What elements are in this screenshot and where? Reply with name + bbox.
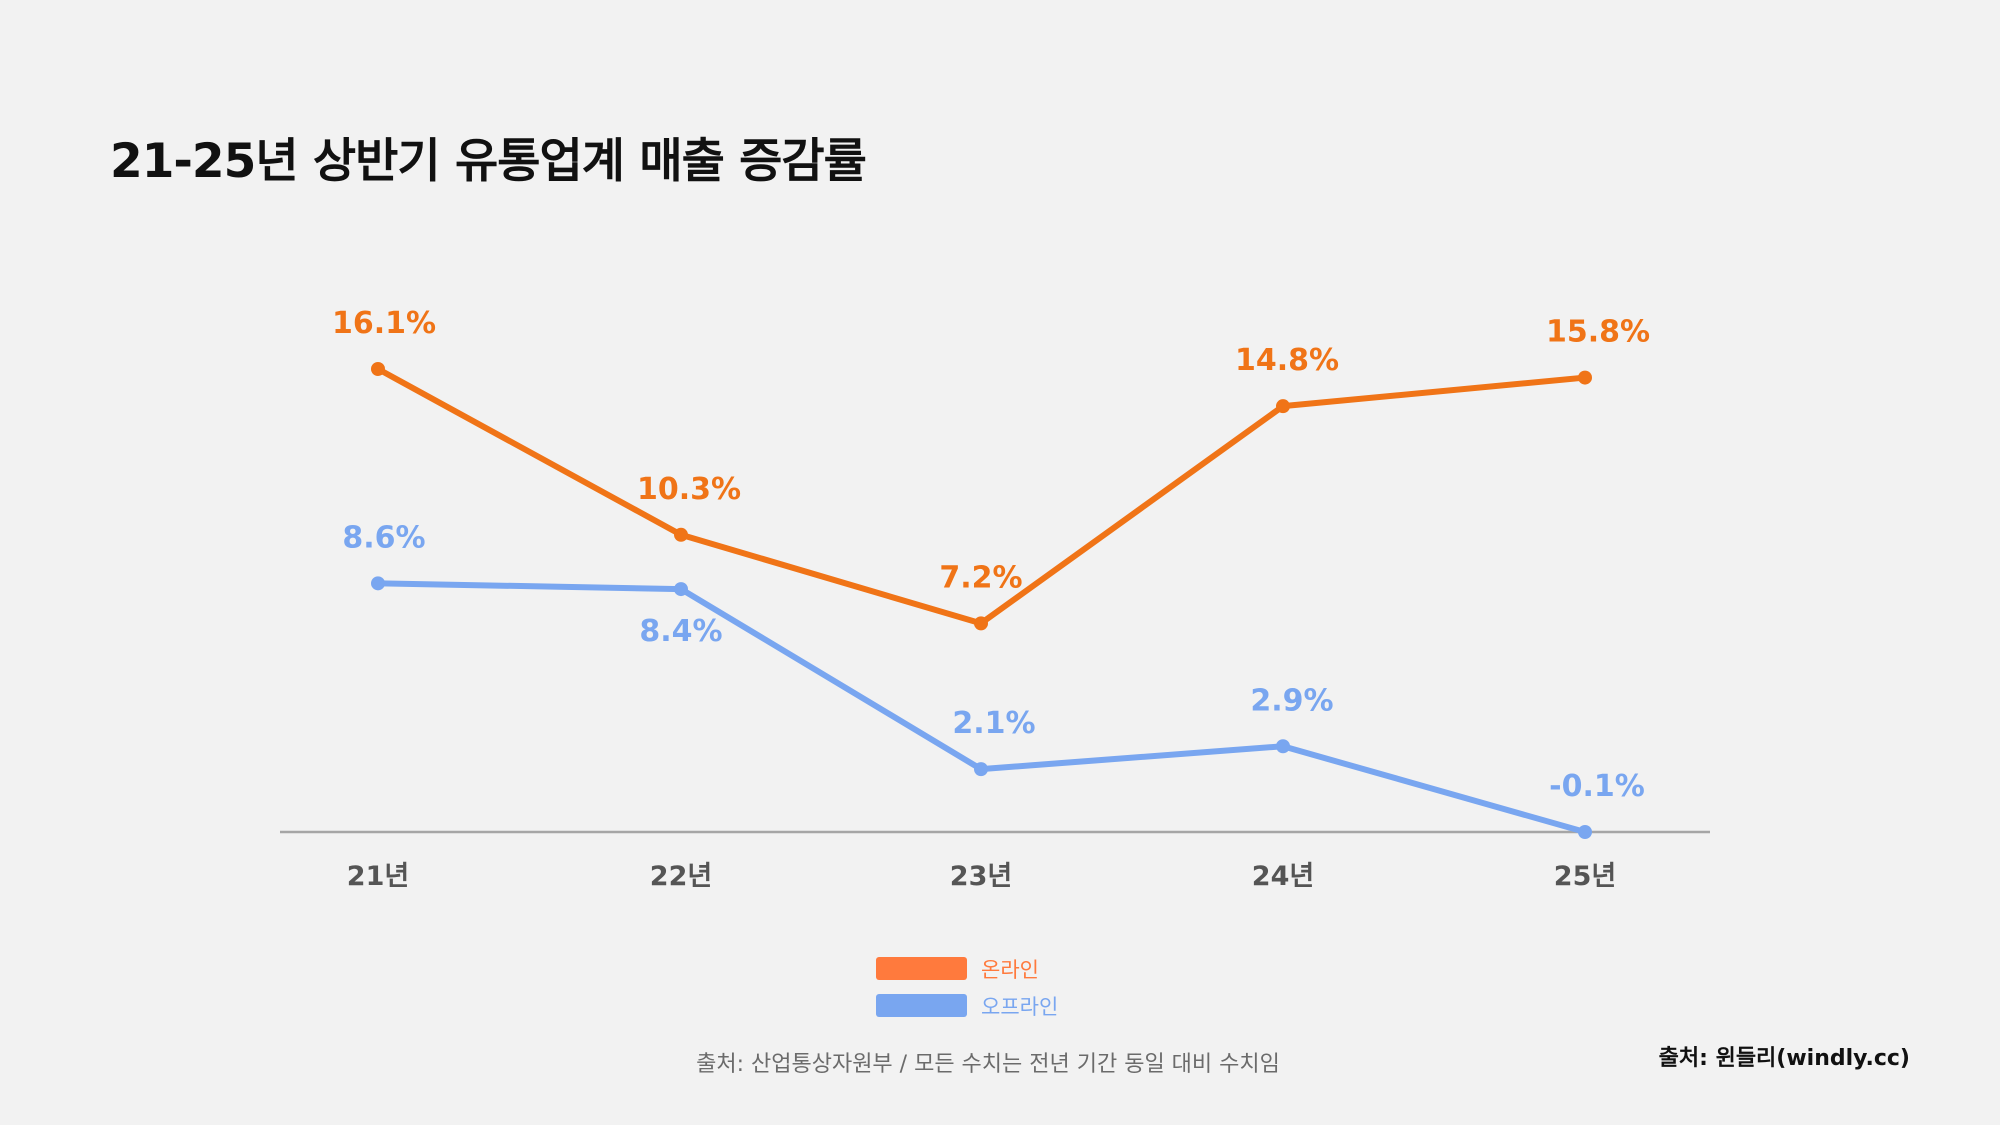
data-label-online: 15.8% [1546,315,1650,350]
data-label-offline: 8.4% [639,614,722,649]
data-label-online: 16.1% [332,306,436,341]
legend-item-online: 온라인 [876,950,1058,987]
source-note: 출처: 산업통상자원부 / 모든 수치는 전년 기간 동일 대비 수치임 [696,1052,1280,1077]
legend-swatch-online [876,957,967,980]
legend: 온라인 오프라인 [876,950,1058,1024]
data-label-offline: -0.1% [1549,769,1645,804]
legend-label-offline: 오프라인 [981,994,1059,1019]
data-point-offline [371,576,385,591]
data-point-offline [674,582,688,597]
data-label-online: 10.3% [637,472,741,507]
data-point-online [674,527,688,542]
x-tick-label: 21년 [347,861,409,892]
x-tick-label: 22년 [650,861,712,892]
legend-label-online: 온라인 [981,957,1039,982]
legend-swatch-offline [876,994,967,1017]
data-label-online: 7.2% [939,560,1022,595]
data-point-online [371,362,385,376]
data-label-offline: 2.1% [952,706,1035,741]
data-point-offline [1578,825,1592,839]
x-tick-label: 25년 [1554,861,1616,892]
data-point-offline [974,762,988,777]
data-point-online [974,616,988,631]
data-label-online: 14.8% [1235,343,1339,378]
data-label-offline: 8.6% [342,520,425,555]
credit-text: 출처: 윈들리(windly.cc) [1658,1046,1910,1071]
data-point-online [1578,370,1592,385]
x-tick-label: 24년 [1252,861,1314,892]
data-point-offline [1276,739,1290,754]
x-tick-label: 23년 [950,861,1012,892]
data-point-online [1276,399,1290,414]
chart-title: 21-25년 상반기 유통업계 매출 증감률 [110,134,867,189]
data-label-offline: 2.9% [1250,683,1333,718]
legend-item-offline: 오프라인 [876,987,1058,1024]
